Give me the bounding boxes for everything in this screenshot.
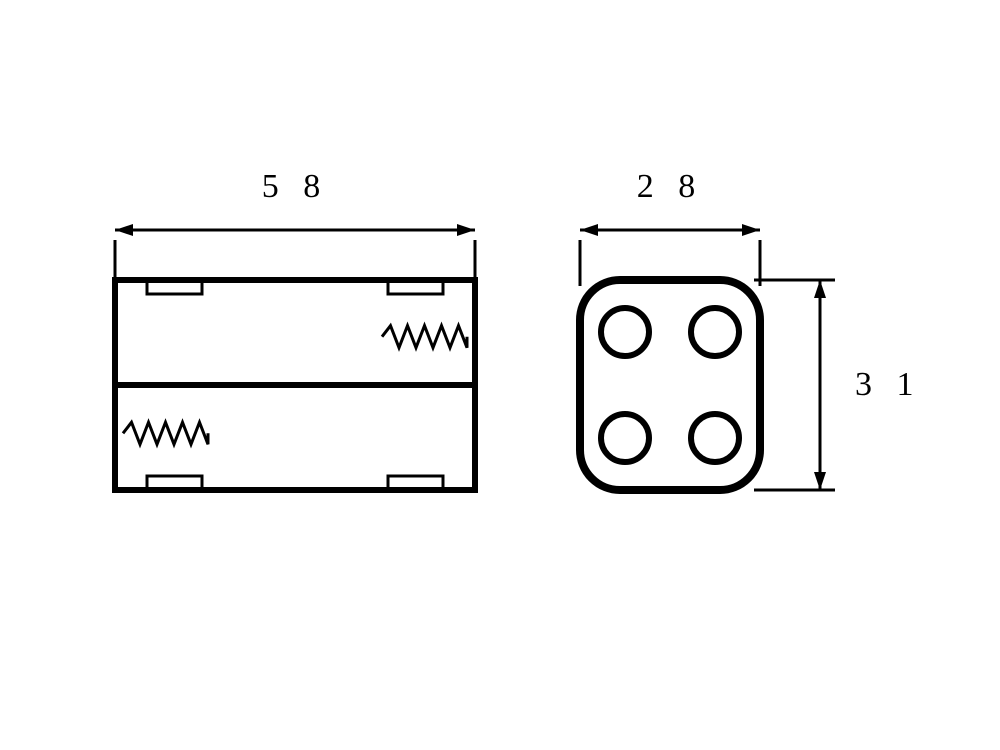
mounting-hole (691, 414, 739, 462)
mounting-hole (691, 308, 739, 356)
dimension-width-58: 5 8 (262, 168, 329, 205)
mounting-hole (601, 414, 649, 462)
side-view-outline (580, 280, 760, 490)
mounting-hole (601, 308, 649, 356)
dimension-width-28: 2 8 (637, 168, 704, 205)
dimension-height-31: 3 1 (855, 366, 922, 403)
